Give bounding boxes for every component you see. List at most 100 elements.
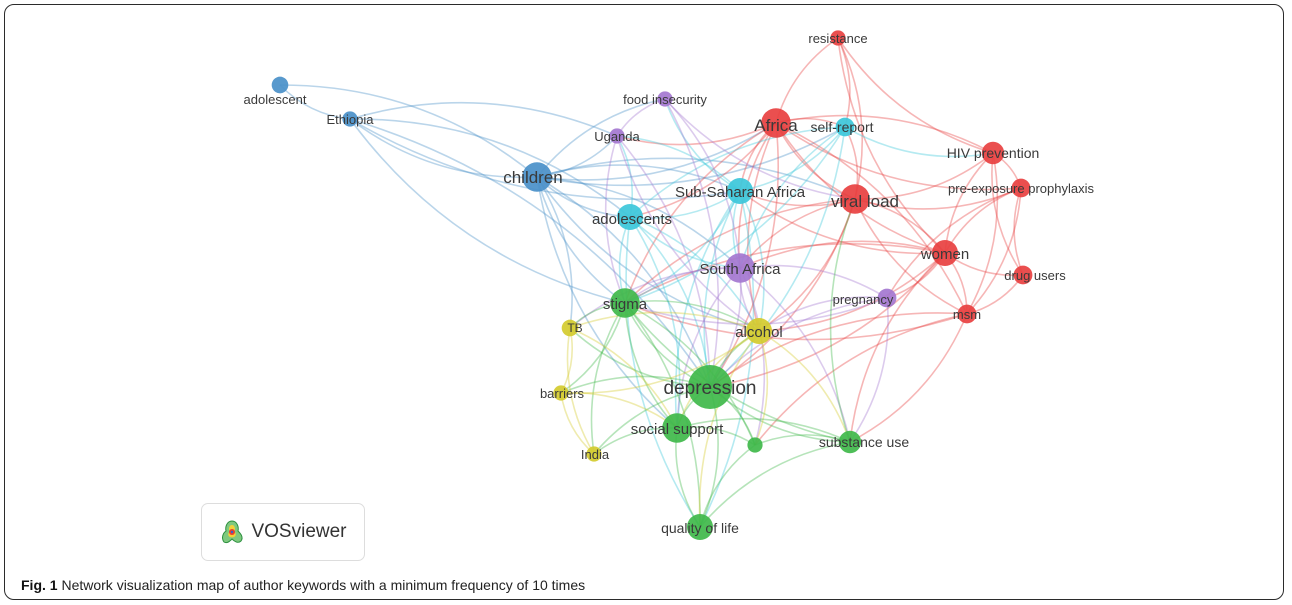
node-substanceuse	[838, 430, 862, 454]
node-pregnancy	[877, 288, 897, 308]
link-viralload-southafrica	[739, 198, 856, 269]
node-viralload	[840, 184, 870, 214]
link-africa-stigma	[624, 122, 777, 304]
link-prep-viralload	[854, 187, 1022, 210]
link-selfreport-ssa	[739, 126, 846, 192]
label-prep: pre-exposure prophylaxis	[948, 181, 1094, 196]
label-hivprev: HIV prevention	[947, 145, 1040, 161]
label-alcohol: alcohol	[735, 324, 783, 341]
node-ethiopia	[342, 111, 358, 127]
label-barriers: barriers	[540, 386, 585, 401]
link-ethiopia-depression	[349, 118, 711, 388]
label-southafrica: South Africa	[700, 261, 782, 278]
link-prep-msm	[966, 187, 1022, 315]
link-africa-alcohol	[747, 122, 777, 332]
link-foodinsec-depression	[664, 98, 720, 388]
label-adolescent: adolescent	[244, 92, 307, 107]
vosviewer-logo: VOSviewer	[201, 503, 365, 561]
node-adolescents	[617, 204, 643, 230]
node-foodinsec	[657, 91, 673, 107]
link-selfreport-adolescents	[629, 126, 846, 218]
label-adolescents: adolescents	[592, 211, 672, 228]
label-stigma: stigma	[603, 296, 648, 313]
label-socialsupport: social support	[631, 421, 724, 438]
link-tb-barriers	[560, 327, 573, 394]
link-ssa-stigma	[624, 190, 741, 304]
link-ethiopia-stigma	[349, 118, 626, 304]
link-stigma-unlabeled	[624, 302, 756, 446]
link-children-stigma	[536, 176, 626, 304]
link-pregnancy-substanceuse	[849, 297, 889, 443]
link-africa-prep	[775, 122, 1022, 191]
link-ssa-alcohol	[739, 190, 765, 332]
keyword-network: resistance Africa HIV prevention pre-exposu…	[244, 30, 1095, 540]
link-children-depression	[536, 176, 711, 388]
link-ssa-qol	[699, 190, 755, 528]
link-southafrica-unlabeled	[739, 267, 766, 446]
links-layer	[279, 37, 1024, 528]
node-barriers	[553, 385, 569, 401]
link-women-southafrica	[739, 240, 946, 269]
link-ssa-socialsupport	[674, 190, 741, 429]
link-adolescent-children	[279, 84, 538, 178]
link-hivprev-msm	[966, 152, 999, 315]
node-prep	[1011, 178, 1031, 198]
link-stigma-alcohol	[624, 300, 760, 332]
node-msm	[957, 304, 977, 324]
link-children-tb	[536, 176, 573, 329]
link-africa-msm	[775, 122, 968, 315]
link-socialsupport-qol	[675, 427, 701, 528]
label-tb: TB	[567, 321, 582, 335]
link-ethiopia-adolescents	[349, 118, 631, 218]
link-socialsupport-substanceuse	[676, 417, 851, 443]
link-africa-depression	[709, 122, 779, 388]
link-africa-uganda	[616, 122, 777, 146]
link-prep-pregnancy	[886, 187, 1022, 299]
label-africa: Africa	[754, 116, 798, 135]
labels-layer: resistance Africa HIV prevention pre-exposu…	[244, 31, 1095, 536]
figure-caption-text: Network visualization map of author keyw…	[61, 577, 586, 593]
label-substanceuse: substance use	[819, 434, 909, 450]
link-children-southafrica	[536, 176, 741, 269]
link-substanceuse-qol	[699, 441, 851, 528]
link-hivprev-viralload	[854, 152, 994, 200]
node-resistance	[830, 30, 846, 46]
label-children: children	[503, 168, 563, 187]
link-women-substanceuse	[849, 252, 946, 443]
label-depression: depression	[664, 378, 757, 399]
label-msm: msm	[953, 307, 981, 322]
figure-caption: Fig. 1 Network visualization map of auth…	[21, 577, 585, 593]
link-africa-hivprev	[775, 114, 994, 154]
node-socialsupport	[662, 413, 692, 443]
link-southafrica-substanceuse	[739, 267, 851, 443]
link-children-africa	[536, 122, 777, 181]
link-adolescents-alcohol	[629, 216, 760, 332]
node-tb	[561, 319, 579, 337]
link-children-ssa	[536, 164, 741, 192]
node-southafrica	[725, 253, 755, 283]
node-depression	[688, 365, 732, 409]
node-children	[522, 162, 552, 192]
node-unlabeled	[747, 437, 763, 453]
link-resistance-women	[837, 37, 946, 254]
link-alcohol-substanceuse	[758, 330, 851, 443]
link-women-depression	[709, 252, 946, 388]
vosviewer-icon	[222, 520, 244, 544]
link-ssa-foodinsec	[664, 98, 741, 192]
node-alcohol	[746, 318, 772, 344]
link-adolescents-socialsupport	[629, 216, 681, 429]
vosviewer-logo-text: VOSviewer	[251, 521, 347, 542]
node-qol	[687, 514, 713, 540]
link-viralload-depression	[709, 198, 856, 388]
link-foodinsec-southafrica	[664, 98, 741, 269]
label-women: women	[920, 246, 969, 263]
node-stigma	[610, 288, 640, 318]
link-stigma-india	[590, 302, 626, 455]
node-drugusers	[1013, 265, 1033, 285]
label-drugusers: drug users	[1004, 268, 1066, 283]
link-africa-resistance	[775, 37, 839, 124]
link-women-ssa	[739, 190, 946, 255]
link-pregnancy-depression	[709, 297, 888, 388]
node-women	[932, 240, 958, 266]
node-india	[586, 446, 602, 462]
